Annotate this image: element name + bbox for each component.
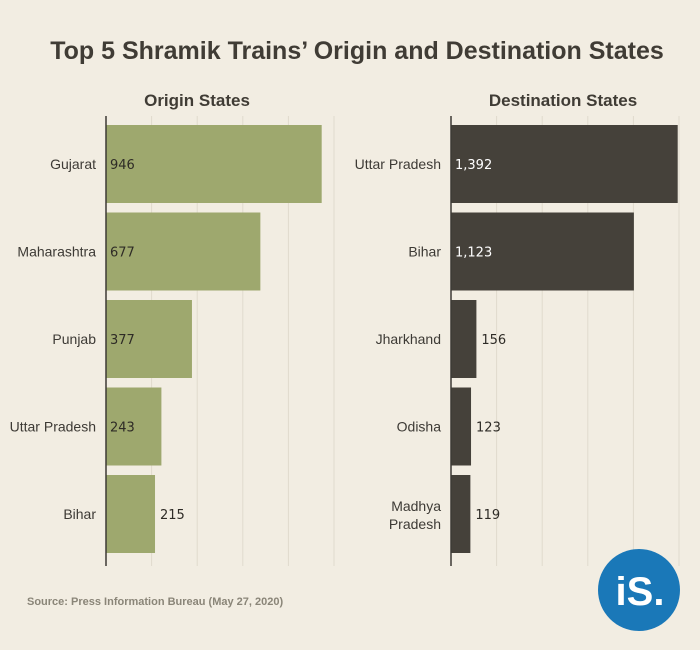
origin-chart: Origin States Gujarat 946 Maharashtra 677 Pu… bbox=[10, 91, 335, 566]
logo-circle bbox=[598, 549, 680, 631]
destination-category-label: Bihar bbox=[408, 244, 441, 260]
destination-value-label: 1,392 bbox=[455, 158, 492, 173]
origin-value-label: 677 bbox=[110, 246, 135, 261]
destination-category-label: Odisha bbox=[397, 419, 442, 435]
destination-category-label: Madhya Pradesh bbox=[389, 498, 441, 532]
destination-value-label: 119 bbox=[475, 508, 500, 523]
destination-value-label: 123 bbox=[476, 421, 501, 436]
destination-chart: Destination States Uttar Pradesh 1,392 Bih… bbox=[355, 91, 680, 566]
origin-chart-title: Origin States bbox=[144, 91, 250, 110]
destination-chart-title: Destination States bbox=[489, 91, 637, 110]
destination-bar bbox=[451, 125, 678, 203]
origin-bar bbox=[106, 475, 156, 553]
origin-category-label: Uttar Pradesh bbox=[10, 419, 96, 435]
logo-text: iS. bbox=[616, 570, 665, 614]
destination-category-label: Uttar Pradesh bbox=[355, 156, 441, 172]
origin-category-label: Gujarat bbox=[50, 156, 96, 172]
destination-value-label: 1,123 bbox=[455, 246, 492, 261]
origin-category-label: Maharashtra bbox=[17, 244, 96, 260]
origin-bar bbox=[106, 125, 322, 203]
destination-bars: Uttar Pradesh 1,392 Bihar 1,123 Jharkhand 156… bbox=[355, 125, 678, 553]
destination-bar bbox=[451, 387, 472, 466]
destination-bar bbox=[451, 300, 477, 378]
origin-bars: Gujarat 946 Maharashtra 677 Punjab 377 Uttar P… bbox=[10, 125, 322, 553]
destination-category-label: Jharkhand bbox=[376, 331, 441, 347]
origin-bar bbox=[106, 212, 261, 291]
origin-value-label: 243 bbox=[110, 421, 135, 436]
destination-value-label: 156 bbox=[481, 333, 506, 348]
chart-title: Top 5 Shramik Trains’ Origin and Destina… bbox=[50, 37, 664, 65]
origin-value-label: 377 bbox=[110, 333, 135, 348]
destination-bar bbox=[451, 212, 634, 291]
origin-category-label: Bihar bbox=[63, 506, 96, 522]
destination-bar bbox=[451, 475, 471, 553]
logo: iS. bbox=[598, 549, 680, 631]
source-note: Source: Press Information Bureau (May 27… bbox=[27, 596, 283, 608]
origin-category-label: Punjab bbox=[52, 331, 96, 347]
origin-value-label: 946 bbox=[110, 158, 135, 173]
origin-bar bbox=[106, 300, 192, 378]
origin-bar bbox=[106, 387, 162, 466]
origin-value-label: 215 bbox=[160, 508, 185, 523]
